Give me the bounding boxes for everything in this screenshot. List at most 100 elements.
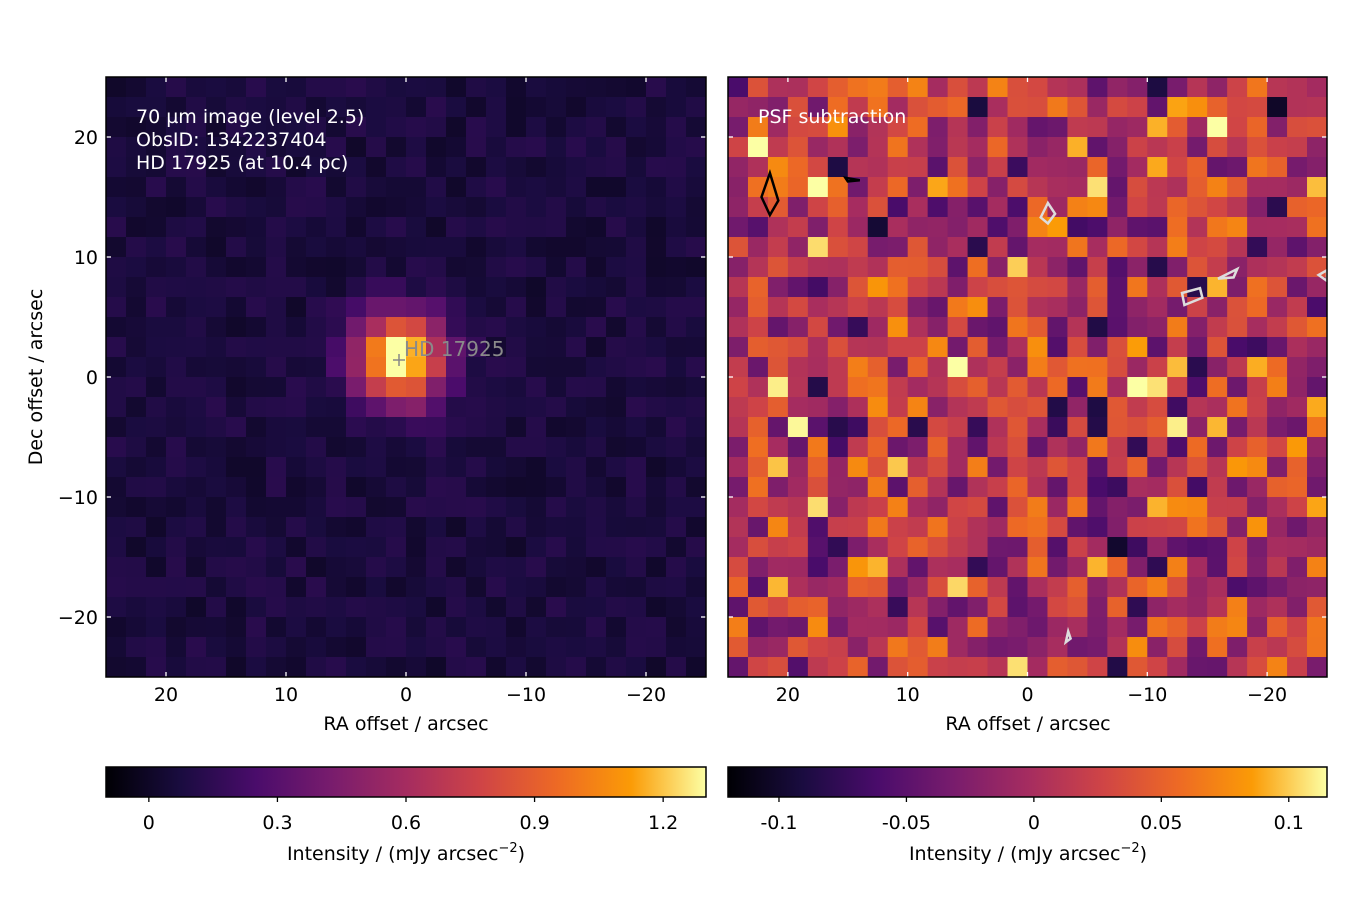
right-heatmap-cell (1287, 257, 1308, 278)
right-heatmap-cell (807, 157, 829, 178)
right-heatmap-cell (1207, 597, 1228, 618)
left-heatmap-cell (206, 237, 227, 258)
left-heatmap-cell (546, 257, 567, 278)
right-heatmap-cell (1087, 197, 1108, 218)
right-heatmap-cell (1307, 137, 1327, 158)
left-heatmap-cell (306, 437, 327, 458)
right-heatmap-cell (987, 257, 1009, 278)
right-heatmap-cell (987, 657, 1009, 677)
right-heatmap-cell (907, 617, 929, 638)
right-heatmap-cell (827, 177, 849, 198)
left-heatmap-cell (386, 477, 407, 498)
right-heatmap-cell (747, 457, 769, 478)
right-heatmap-cell (1127, 297, 1148, 318)
left-heatmap-cell (366, 437, 387, 458)
left-heatmap-cell (606, 397, 627, 418)
right-heatmap-cell (1067, 357, 1088, 378)
right-heatmap-cell (1107, 277, 1128, 298)
left-heatmap-cell (586, 457, 607, 478)
left-heatmap-cell (366, 97, 387, 118)
right-heatmap-cell (847, 637, 869, 658)
right-heatmap-cell (1227, 557, 1248, 578)
left-heatmap-cell (526, 197, 547, 218)
right-heatmap-cell (728, 157, 749, 178)
left-heatmap-cell (226, 617, 247, 638)
right-heatmap-cell (747, 277, 769, 298)
colorbar-tick-label: 0.05 (1140, 812, 1182, 834)
left-heatmap-cell (406, 477, 427, 498)
left-heatmap-cell (546, 577, 567, 598)
right-heatmap-cell (1247, 537, 1268, 558)
left-heatmap-cell (466, 377, 487, 398)
left-heatmap-cell (686, 657, 706, 677)
right-heatmap-cell (827, 537, 849, 558)
right-heatmap-cell (807, 177, 829, 198)
left-heatmap-cell (326, 537, 347, 558)
right-heatmap-cell (1287, 277, 1308, 298)
right-heatmap-cells (728, 77, 1327, 677)
right-heatmap-cell (1207, 297, 1228, 318)
left-heatmap-cell (686, 317, 706, 338)
contour (842, 176, 861, 183)
left-heatmap-cell (586, 537, 607, 558)
left-heatmap-cell (626, 557, 647, 578)
right-heatmap-cell (1227, 497, 1248, 518)
left-heatmap-cell (146, 357, 167, 378)
right-heatmap-cell (1107, 137, 1128, 158)
right-heatmap-cell (1027, 377, 1049, 398)
right-heatmap-cell (1207, 197, 1228, 218)
left-heatmap-cell (666, 497, 687, 518)
left-heatmap-cell (666, 437, 687, 458)
right-heatmap-cell (747, 97, 769, 118)
left-heatmap-cell (606, 437, 627, 458)
left-heatmap-cell (286, 437, 307, 458)
left-heatmap-cell (426, 277, 447, 298)
left-heatmap-cell (406, 557, 427, 578)
left-heatmap-cell (406, 217, 427, 238)
right-heatmap-cell (827, 277, 849, 298)
right-heatmap-cell (1087, 557, 1108, 578)
left-heatmap-cell (166, 537, 187, 558)
right-heatmap-cell (907, 137, 929, 158)
right-heatmap-cell (787, 537, 809, 558)
right-heatmap-cell (967, 477, 989, 498)
right-heatmap-cell (1127, 357, 1148, 378)
right-heatmap-cell (787, 657, 809, 677)
left-heatmap-cell (206, 137, 227, 158)
right-heatmap-cell (927, 537, 949, 558)
left-heatmap-cell (326, 617, 347, 638)
right-heatmap-cell (887, 257, 909, 278)
right-heatmap-cell (728, 317, 749, 338)
left-heatmap-cell (526, 297, 547, 318)
right-heatmap-cell (987, 317, 1009, 338)
left-heatmap-cell (626, 377, 647, 398)
right-heatmap-cell (887, 517, 909, 538)
left-heatmap-cell (166, 597, 187, 618)
left-heatmap-cell (286, 457, 307, 478)
left-heatmap-cell (106, 377, 127, 398)
right-heatmap-cell (1107, 577, 1128, 598)
right-heatmap-cell (1107, 257, 1128, 278)
right-heatmap-cell (1207, 497, 1228, 518)
left-heatmap-cell (226, 477, 247, 498)
right-heatmap-cell (1147, 557, 1168, 578)
right-heatmap-cell (1207, 377, 1228, 398)
left-heatmap-cell (586, 157, 607, 178)
right-heatmap-cell (1147, 77, 1168, 98)
right-heatmap-cell (907, 657, 929, 677)
left-heatmap-cell (546, 197, 567, 218)
right-heatmap-cell (1027, 497, 1049, 518)
right-heatmap-cell (1007, 657, 1029, 677)
left-heatmap-cell (686, 197, 706, 218)
right-heatmap-cell (947, 237, 969, 258)
right-heatmap-cell (1187, 617, 1208, 638)
left-heatmap-cell (326, 337, 347, 358)
left-heatmap-cell (466, 397, 487, 418)
left-heatmap-cell (686, 77, 706, 98)
right-heatmap-cell (1247, 457, 1268, 478)
left-heatmap-cell (486, 217, 507, 238)
left-heatmap-cell (386, 217, 407, 238)
left-heatmap-cell (526, 237, 547, 258)
left-heatmap-cell (626, 217, 647, 238)
left-heatmap-cell (266, 417, 287, 438)
